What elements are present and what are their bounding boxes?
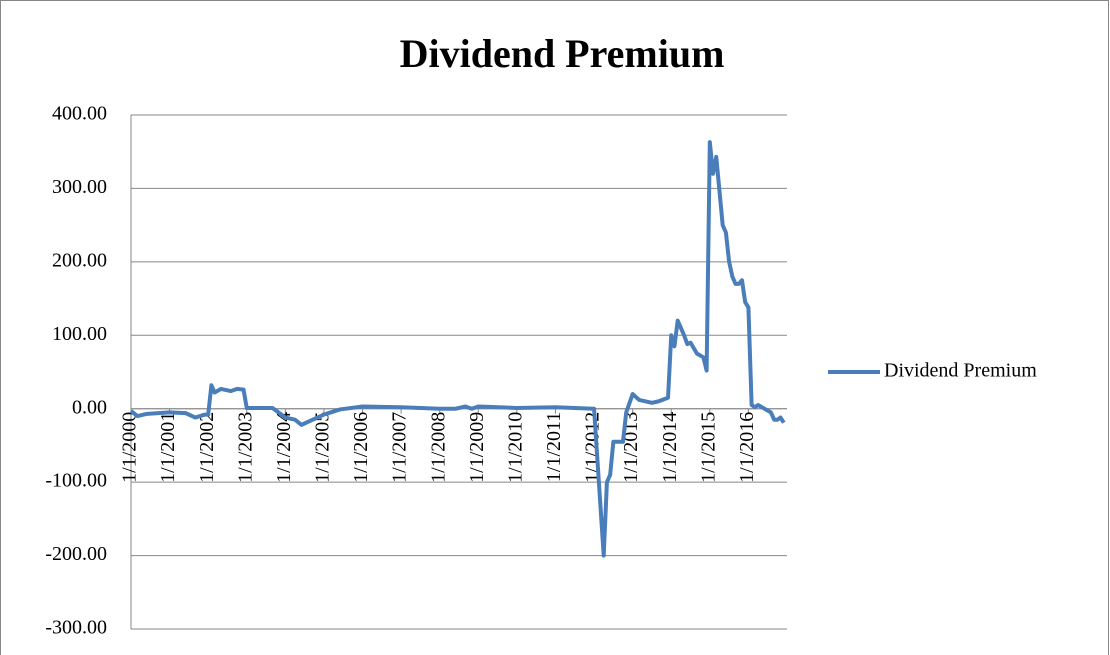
x-tick-label: 1/1/2009 (466, 412, 488, 483)
chart-title: Dividend Premium (400, 31, 725, 76)
x-tick-label: 1/1/2014 (659, 412, 681, 483)
x-tick-label: 1/1/2004 (273, 412, 295, 483)
y-tick-label: -100.00 (45, 470, 107, 492)
x-tick-label: 1/1/2001 (157, 412, 179, 483)
y-tick-label: 200.00 (52, 249, 107, 271)
y-tick-label: -200.00 (45, 543, 107, 565)
x-tick-label: 1/1/2006 (350, 412, 372, 483)
x-tick-label: 1/1/2016 (736, 412, 758, 483)
y-tick-label: -300.00 (45, 617, 107, 639)
y-tick-label: 400.00 (52, 103, 107, 125)
x-tick-label: 1/1/2010 (504, 412, 526, 483)
x-tick-label: 1/1/2002 (196, 412, 218, 483)
x-tick-label: 1/1/2015 (697, 412, 719, 483)
y-tick-label: 300.00 (52, 176, 107, 198)
y-tick-label: 100.00 (52, 323, 107, 345)
x-tick-label: 1/1/2005 (312, 412, 334, 483)
data-line (129, 140, 786, 558)
x-tick-label: 1/1/2007 (389, 412, 411, 483)
legend-label: Dividend Premium (884, 360, 1037, 382)
x-tick-label: 1/1/2012 (582, 412, 604, 483)
x-tick-label: 1/1/2003 (234, 412, 256, 483)
x-tick-label: 1/1/2011 (543, 412, 565, 482)
x-tick-label: 1/1/2000 (119, 412, 141, 483)
y-tick-label: 0.00 (72, 396, 107, 418)
x-tick-label: 1/1/2008 (427, 412, 449, 483)
